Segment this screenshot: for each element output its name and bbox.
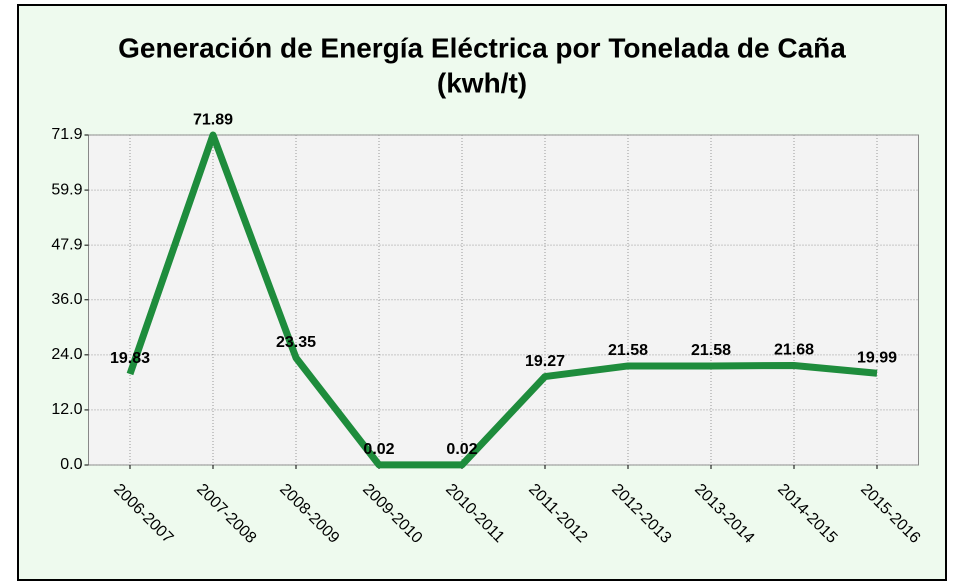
line-series <box>126 131 878 469</box>
chart-subtitle: (kwh/t) <box>437 67 527 98</box>
y-tick-label: 12.0 <box>51 401 82 418</box>
data-label: 21.58 <box>691 342 731 359</box>
y-tick-label: 0.0 <box>60 456 82 473</box>
y-tick-label: 71.9 <box>51 126 82 143</box>
data-label: 19.83 <box>110 350 150 367</box>
y-tick-label: 59.9 <box>51 181 82 198</box>
data-label: 23.35 <box>276 334 316 351</box>
data-label: 21.68 <box>774 342 814 359</box>
y-tick-label: 24.0 <box>51 346 82 363</box>
data-label: 19.99 <box>857 349 897 366</box>
data-label: 0.02 <box>446 441 477 458</box>
y-tick-label: 36.0 <box>51 291 82 308</box>
data-label: 0.02 <box>363 441 394 458</box>
data-label: 19.27 <box>525 353 565 370</box>
y-tick-label: 47.9 <box>51 236 82 253</box>
chart-title: Generación de Energía Eléctrica por Tone… <box>118 32 846 63</box>
data-label: 21.58 <box>608 342 648 359</box>
data-label: 71.89 <box>193 111 233 128</box>
